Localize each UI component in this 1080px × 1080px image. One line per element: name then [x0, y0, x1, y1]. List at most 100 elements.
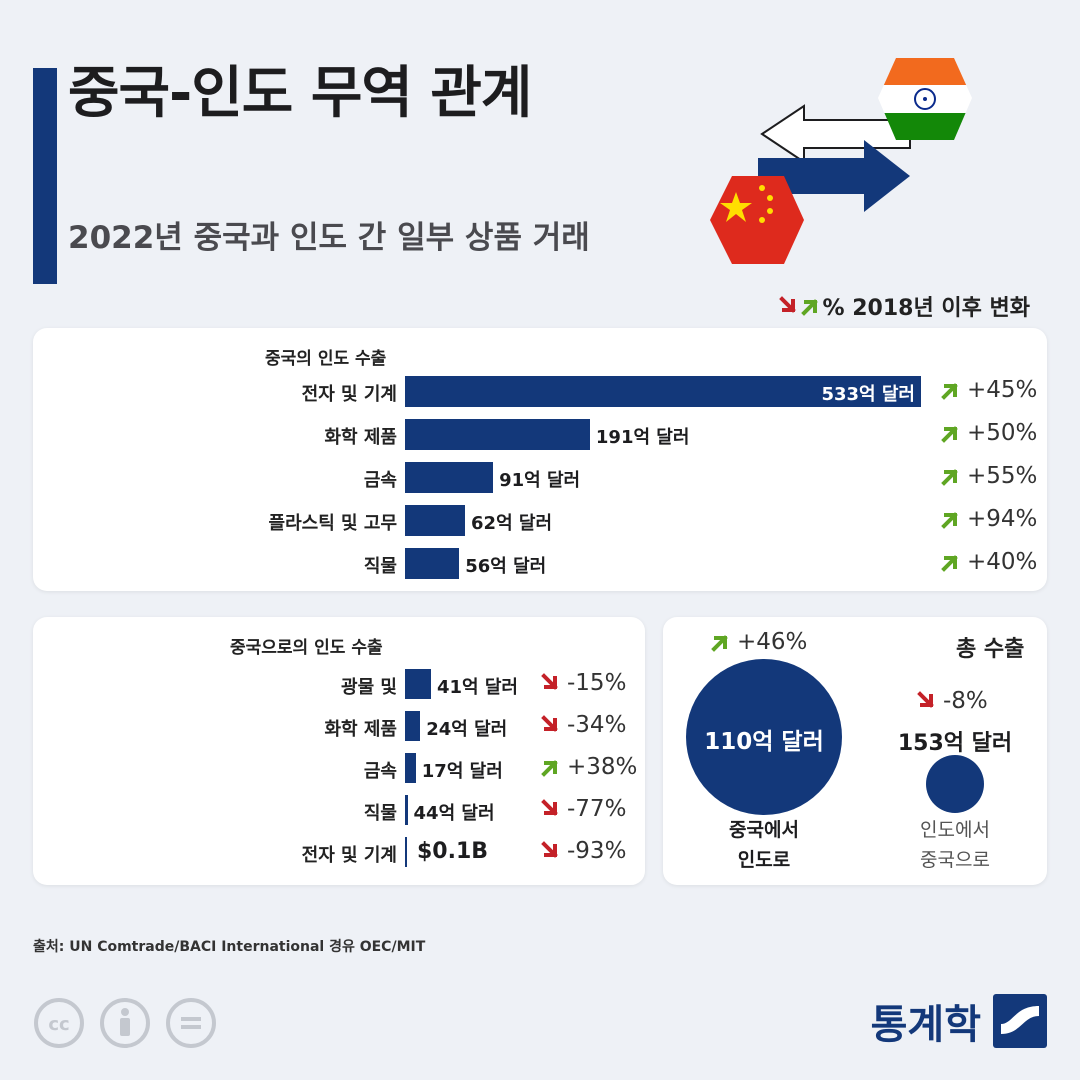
change-indicator: +38%	[541, 754, 637, 780]
change-value: +50%	[967, 420, 1038, 446]
title-accent-bar	[33, 68, 57, 284]
bar	[405, 837, 407, 867]
flags-arrows-illustration	[710, 58, 972, 264]
bar-category-label: 전자 및 기계	[301, 845, 397, 866]
bar-category-label: 직물	[363, 803, 397, 824]
change-indicator: -77%	[541, 796, 626, 822]
arrow-down-red-icon	[541, 715, 558, 732]
attribution-icon	[100, 998, 150, 1048]
change-value: -8%	[943, 688, 988, 714]
bar	[405, 669, 431, 699]
bubble-direction-line: 인도로	[737, 849, 791, 871]
bubble-value-label: 153억 달러	[897, 731, 1013, 756]
bar	[405, 711, 421, 741]
change-value: +38%	[567, 754, 638, 780]
change-indicator: -8%	[917, 688, 988, 714]
arrow-down-red-icon	[541, 841, 558, 858]
change-value: +55%	[967, 463, 1038, 489]
source-note: 출처: UN Comtrade/BACI International 경유 OE…	[33, 939, 426, 955]
arrow-down-red-icon	[778, 296, 796, 313]
no-derivatives-icon	[166, 998, 216, 1048]
bar-category-label: 광물 및	[341, 677, 397, 698]
change-indicator: -15%	[541, 670, 626, 696]
bubble	[925, 754, 985, 814]
bar-category-label: 플라스틱 및 고무	[268, 513, 397, 534]
china-flag-icon	[710, 176, 804, 264]
change-value: +46%	[737, 629, 808, 655]
panel-title: 중국의 인도 수출	[265, 349, 387, 369]
bar-value-label: 533억 달러	[821, 384, 915, 405]
bar-value-label: 191억 달러	[595, 427, 690, 448]
page-title: 중국-인도 무역 관계	[68, 61, 532, 126]
bar-category-label: 화학 제품	[324, 719, 397, 740]
change-indicator: +40%	[941, 549, 1037, 575]
change-value: -93%	[567, 838, 627, 864]
change-value: -34%	[567, 712, 627, 738]
brand-name: 통계학	[870, 1002, 981, 1048]
change-value: +45%	[967, 377, 1038, 403]
bar-value-label: 41억 달러	[437, 677, 518, 698]
legend-label: % 2018년 이후 변화	[822, 296, 1030, 321]
bar-category-label: 직물	[363, 556, 397, 577]
bar-value-label: 91억 달러	[499, 470, 581, 491]
arrow-up-green-icon	[711, 635, 728, 652]
panel-title: 총 수출	[956, 637, 1025, 662]
arrow-right-icon	[758, 140, 910, 212]
change-legend: % 2018년 이후 변화	[778, 290, 1030, 322]
bar	[405, 376, 921, 407]
bar-value-label: 24억 달러	[426, 719, 508, 740]
bar	[405, 419, 590, 450]
panel-title: 중국으로의 인도 수출	[230, 638, 383, 658]
arrow-down-red-icon	[541, 673, 558, 690]
bar-category-label: 금속	[363, 470, 397, 491]
change-indicator: +55%	[941, 463, 1037, 489]
change-indicator: -34%	[541, 712, 626, 738]
bubble	[686, 659, 842, 815]
bar	[405, 548, 460, 579]
bar-value-label: 17억 달러	[421, 761, 503, 782]
bar	[405, 505, 466, 536]
bar-value-label: 44억 달러	[413, 803, 495, 824]
bubble-direction-line: 인도에서	[920, 819, 990, 841]
china-exports-panel: 중국의 인도 수출 전자 및 기계 533억 달러 +45% 화학 제품 191억 달러…	[33, 328, 1047, 591]
arrow-up-green-icon	[800, 299, 818, 316]
bar	[405, 462, 494, 493]
arrow-up-green-icon	[941, 383, 958, 400]
brand-logo: 통계학	[871, 992, 1047, 1050]
arrow-up-green-icon	[941, 512, 958, 529]
change-value: +40%	[967, 549, 1038, 575]
bar-category-label: 금속	[363, 761, 397, 782]
change-indicator: -93%	[541, 838, 626, 864]
cc-icon: cc	[34, 998, 84, 1048]
india-exports-panel: 중국으로의 인도 수출 광물 및 41억 달러 -15% 화학 제품 24억 달러 -34…	[33, 617, 645, 885]
change-value: +94%	[967, 506, 1038, 532]
bubble-direction-line: 중국에서	[729, 819, 799, 841]
arrow-down-red-icon	[917, 691, 934, 708]
arrow-up-green-icon	[541, 760, 558, 777]
change-value: -77%	[567, 796, 627, 822]
arrow-up-green-icon	[941, 426, 958, 443]
arrow-down-red-icon	[541, 799, 558, 816]
change-indicator: +94%	[941, 506, 1037, 532]
change-indicator: +46%	[711, 629, 807, 655]
bar	[405, 795, 408, 825]
bar-value-label: 62억 달러	[471, 513, 553, 534]
bar-value-label: $0.1B	[417, 839, 489, 864]
bubble-direction-line: 중국으로	[920, 849, 990, 871]
license-icons: cc	[33, 997, 217, 1049]
brand-mark-icon	[993, 994, 1047, 1048]
bar-category-label: 화학 제품	[324, 427, 397, 448]
change-indicator: +50%	[941, 420, 1037, 446]
arrow-up-green-icon	[941, 555, 958, 572]
bar-category-label: 전자 및 기계	[301, 384, 397, 405]
change-indicator: +45%	[941, 377, 1037, 403]
bubble-value-label: 110억 달러	[704, 729, 824, 755]
bar	[405, 753, 416, 783]
svg-text:cc: cc	[48, 1014, 69, 1035]
arrow-up-green-icon	[941, 469, 958, 486]
page-subtitle: 2022년 중국과 인도 간 일부 상품 거래	[68, 220, 590, 256]
change-value: -15%	[567, 670, 627, 696]
